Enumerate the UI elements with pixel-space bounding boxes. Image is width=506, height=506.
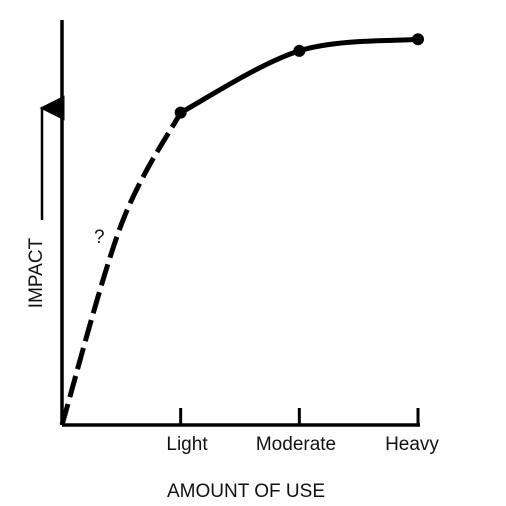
x-tick-label-heavy: Heavy [385, 434, 439, 455]
x-axis-ticks [179, 408, 420, 425]
data-point-light [174, 106, 187, 119]
x-tick-label-light: Light [166, 434, 208, 455]
data-point-heavy [412, 33, 424, 46]
impact-series [59, 33, 424, 426]
x-axis-title: AMOUNT OF USE [167, 481, 325, 502]
uncertainty-annotation: ? [94, 227, 105, 248]
series-line-dashed [59, 111, 183, 426]
y-axis-title-group: IMPACT [26, 95, 65, 308]
x-tick-label-moderate: Moderate [256, 434, 336, 455]
data-point-moderate [293, 44, 306, 57]
y-axis-title: IMPACT [26, 237, 47, 308]
